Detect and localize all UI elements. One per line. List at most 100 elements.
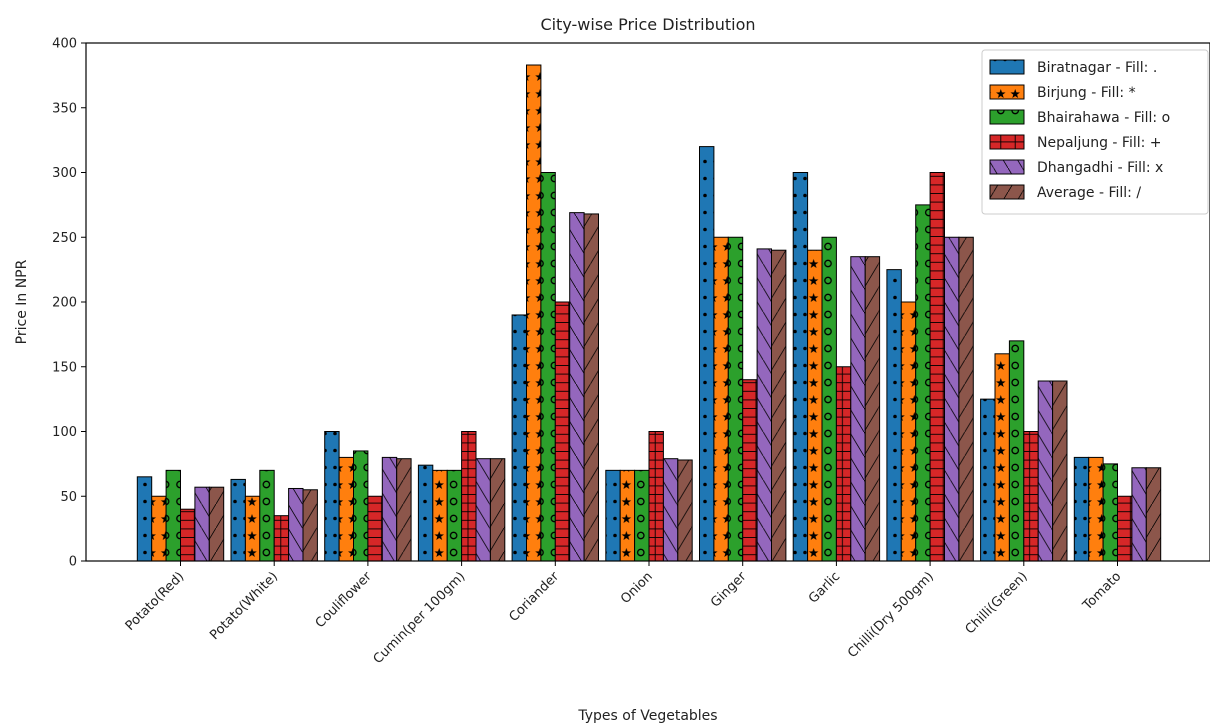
legend-swatch [989,184,1025,200]
y-axis-ticks: 0 50 100 150 200 250 300 350 400 [52,37,86,570]
x-tick-label: Ginger [708,569,750,611]
x-tick-label: Potato(Red) [123,569,188,634]
bar [1037,380,1054,562]
bar [208,486,225,562]
bar [900,301,917,562]
bar [662,458,679,562]
bar [792,172,809,562]
bar [396,458,412,562]
bar [1008,340,1025,562]
bar [742,379,758,562]
x-tick-label: Potato(White) [207,569,281,643]
y-tick-label: 200 [52,296,77,311]
legend-label: Nepaljung - Fill: + [1037,135,1162,151]
bar [165,469,182,562]
legend-label: Average - Fill: / [1037,185,1141,201]
legend-label: Birjung - Fill: * [1037,85,1136,101]
bar [1073,456,1090,562]
bar [151,495,167,562]
bar [619,469,636,562]
x-axis-ticks: Potato(Red) Potato(White) CouliflowerCumin… [123,561,1125,667]
bar [273,515,290,562]
bar [230,478,246,562]
x-tick-label: Cumin(per 100gm) [371,569,469,667]
legend-swatch [989,84,1025,100]
bar [677,459,693,562]
bar [554,301,571,562]
legend-swatch [989,59,1025,75]
bar [338,456,355,562]
y-tick-label: 0 [69,555,77,570]
bar [511,314,527,562]
bar [194,486,210,562]
bar [807,249,823,562]
bar [417,464,434,562]
bar [958,236,974,562]
y-tick-label: 250 [52,231,77,246]
bar [1145,467,1162,562]
bar [1102,463,1118,562]
bar [850,256,866,562]
y-tick-label: 350 [52,101,77,116]
legend-label: Bhairahawa - Fill: o [1037,110,1170,126]
bar [994,353,1010,562]
y-tick-label: 300 [52,166,77,181]
bar [540,172,556,562]
x-axis-title: Types of Vegetables [577,708,717,724]
bar [1088,456,1104,562]
bar [634,469,650,562]
legend-label: Dhangadhi - Fill: x [1037,160,1163,176]
bar [288,487,304,562]
bar [446,469,463,562]
bar [648,431,664,562]
bar [244,495,261,562]
legend-label: Biratnagar - Fill: . [1037,60,1157,76]
legend: Biratnagar - Fill: . Birjung - Fill: * Bha… [981,49,1209,215]
bar [835,366,852,562]
x-tick-label: Chilli(Green) [963,569,1031,637]
x-tick-label: Chilli(Dry 500gm) [845,569,937,661]
bar [526,64,542,562]
legend-swatch [989,159,1025,175]
bar [367,495,383,562]
x-tick-label: Couliflower [313,569,375,631]
x-tick-label: Tomato [1080,569,1125,614]
y-tick-label: 50 [60,490,77,505]
bar [713,236,729,562]
bar [864,256,881,562]
bar [944,236,960,562]
bar [1052,380,1068,562]
bar [353,450,369,562]
bar [324,431,340,562]
bar [569,212,585,562]
bar [1131,467,1147,562]
bar [136,476,153,562]
bar [915,204,931,562]
bar [1117,495,1133,562]
bar [929,172,945,562]
bar [756,248,772,562]
bar [886,269,902,562]
bar [432,469,448,562]
legend-swatch [989,134,1025,150]
bar [980,398,996,562]
bar [583,213,599,562]
bar [475,458,491,562]
chart-title: City-wise Price Distribution [540,15,755,34]
y-tick-label: 400 [52,37,77,52]
bar [1023,431,1039,562]
bar [489,458,506,562]
legend-swatch [989,109,1025,125]
y-axis-title: Price In NPR [14,259,30,344]
y-tick-label: 150 [52,360,77,375]
x-tick-label: Garlic [806,569,843,606]
bar [180,508,196,562]
bar [259,469,275,562]
plot-frame [85,42,1210,562]
bar [821,236,837,562]
y-tick-label: 100 [52,425,77,440]
bar [605,469,621,562]
bar [771,249,787,562]
bars [136,64,1162,562]
